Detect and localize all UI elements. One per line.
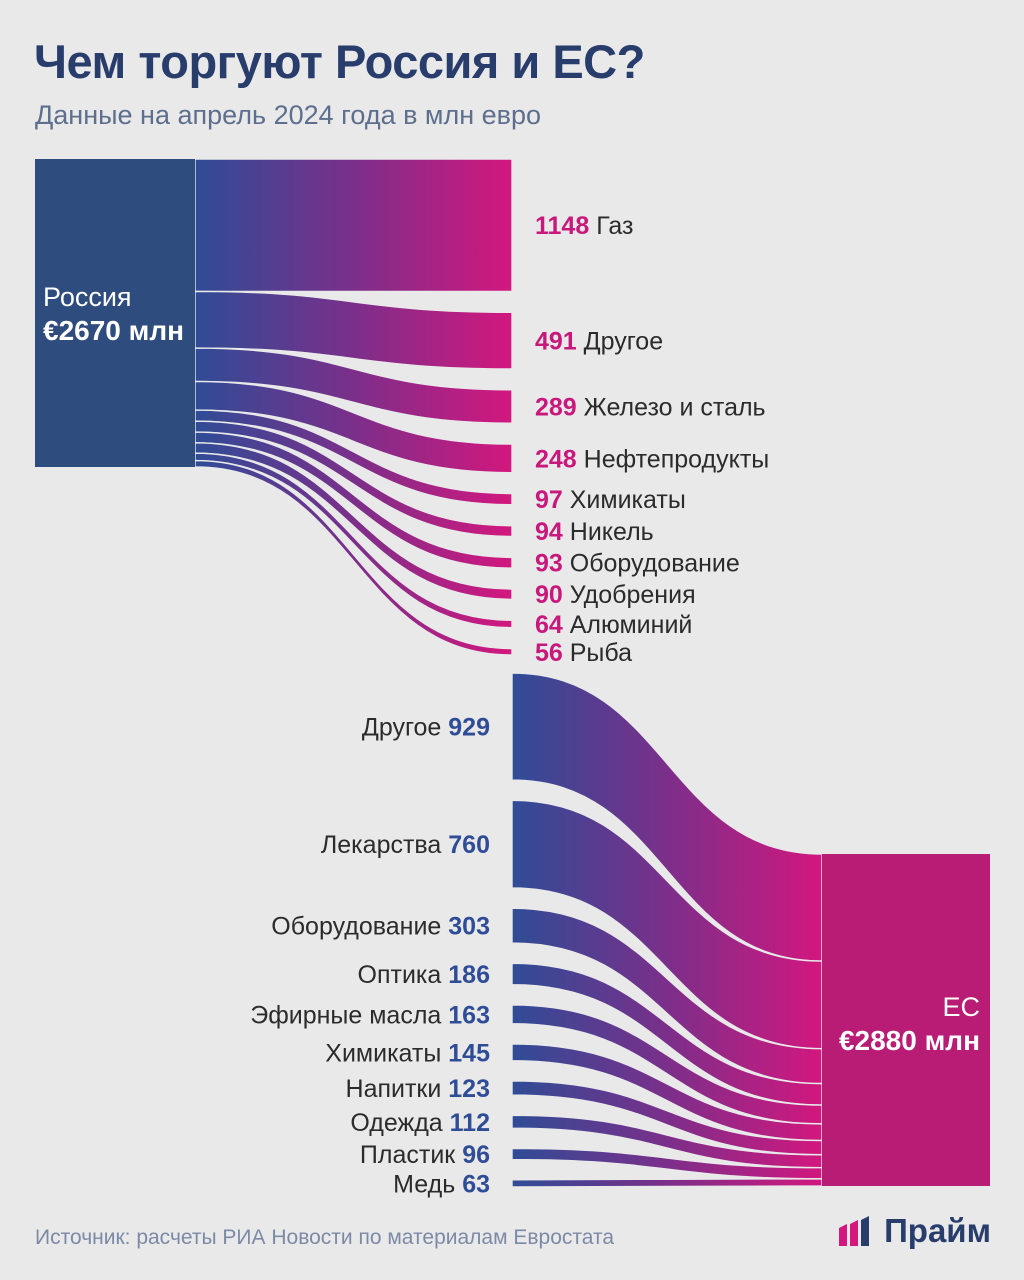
import-value: 123: [448, 1075, 490, 1103]
import-label-item-7: Напитки 123: [346, 1075, 490, 1103]
import-value: 163: [448, 1001, 490, 1029]
export-name: Железо и сталь: [577, 394, 766, 422]
import-value: 63: [462, 1170, 490, 1198]
import-name: Пластик: [360, 1141, 462, 1169]
import-value: 186: [448, 961, 490, 989]
export-labels: 1148 Газ 491 Другое 289 Железо и сталь 248 …: [535, 212, 769, 667]
import-name: Одежда: [350, 1109, 449, 1137]
export-label-item-6: 94 Никель: [535, 518, 654, 546]
export-value: 248: [535, 445, 577, 473]
import-label-item-6: Химикаты 145: [325, 1039, 490, 1067]
import-label-item-1: Другое 929: [362, 714, 490, 742]
import-flows: [511, 672, 823, 1188]
import-value: 303: [448, 913, 490, 941]
import-name: Медь: [393, 1170, 462, 1198]
export-flow-item-3: [194, 347, 513, 424]
import-label-item-10: Медь 63: [393, 1170, 490, 1198]
bar-logo-icon: [839, 1216, 870, 1246]
export-name: Удобрения: [563, 581, 696, 609]
export-flow-item-10: [194, 459, 513, 656]
export-value: 56: [535, 639, 563, 667]
chart-subtitle: Данные на апрель 2024 года в млн евро: [35, 100, 542, 130]
import-name: Оборудование: [271, 913, 448, 941]
import-label-item-3: Оборудование 303: [271, 913, 490, 941]
export-label-item-3: 289 Железо и сталь: [535, 394, 766, 422]
import-label-item-5: Эфирные масла 163: [250, 1001, 490, 1029]
import-value: 929: [448, 714, 490, 742]
export-flow-item-8: [194, 442, 513, 601]
export-name: Газ: [589, 212, 633, 240]
export-label-item-2: 491 Другое: [535, 328, 663, 356]
export-name: Рыба: [563, 639, 632, 667]
export-name: Никель: [563, 518, 654, 546]
prime-logo: Прайм: [839, 1212, 991, 1250]
import-name: Оптика: [358, 961, 449, 989]
import-flow-item-10: [511, 1178, 823, 1188]
export-name: Другое: [577, 328, 663, 356]
export-label-item-7: 93 Оборудование: [535, 550, 740, 578]
import-label-item-8: Одежда 112: [350, 1109, 490, 1137]
export-flow-item-1: [194, 158, 513, 293]
import-value: 760: [448, 831, 490, 859]
export-value: 64: [535, 611, 563, 639]
russia-node: [35, 159, 195, 467]
export-value: 97: [535, 486, 563, 514]
chart-title: Чем торгуют Россия и ЕС?: [34, 35, 645, 88]
eu-node: [822, 854, 990, 1186]
export-label-item-10: 56 Рыба: [535, 639, 632, 667]
export-flow-item-6: [194, 420, 513, 538]
export-name: Химикаты: [563, 486, 686, 514]
export-value: 94: [535, 518, 563, 546]
eu-node-label: ЕС: [942, 992, 980, 1022]
export-flow-item-4: [194, 380, 513, 474]
export-value: 93: [535, 550, 563, 578]
export-value: 491: [535, 328, 577, 356]
import-name: Напитки: [346, 1075, 449, 1103]
russia-node-total: €2670 млн: [43, 315, 184, 346]
import-name: Лекарства: [321, 831, 448, 859]
eu-node-total: €2880 млн: [839, 1025, 980, 1056]
export-flow-item-2: [194, 290, 513, 370]
export-name: Нефтепродукты: [577, 445, 770, 473]
import-name: Другое: [362, 714, 448, 742]
import-label-item-4: Оптика 186: [358, 961, 490, 989]
export-name: Оборудование: [563, 550, 740, 578]
export-flow-item-5: [194, 409, 513, 506]
export-label-item-9: 64 Алюминий: [535, 611, 692, 639]
export-label-item-4: 248 Нефтепродукты: [535, 445, 769, 473]
export-label-item-8: 90 Удобрения: [535, 581, 696, 609]
export-value: 90: [535, 581, 563, 609]
russia-node-label: Россия: [43, 282, 132, 312]
export-name: Алюминий: [563, 611, 693, 639]
logo-text: Прайм: [884, 1212, 991, 1249]
export-flow-item-9: [194, 452, 513, 629]
import-value: 112: [450, 1109, 490, 1137]
import-name: Эфирные масла: [250, 1001, 448, 1029]
import-name: Химикаты: [325, 1039, 448, 1067]
import-value: 96: [462, 1141, 490, 1169]
export-value: 1148: [535, 212, 589, 240]
export-value: 289: [535, 394, 577, 422]
export-label-item-5: 97 Химикаты: [535, 486, 686, 514]
import-label-item-2: Лекарства 760: [321, 831, 490, 859]
import-value: 145: [448, 1039, 490, 1067]
export-label-item-1: 1148 Газ: [535, 212, 633, 240]
source-note: Источник: расчеты РИА Новости по материа…: [35, 1226, 615, 1249]
export-flows: [194, 158, 513, 656]
import-label-item-9: Пластик 96: [360, 1141, 490, 1169]
export-flow-item-7: [194, 431, 513, 569]
